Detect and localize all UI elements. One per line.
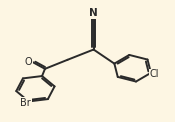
Text: O: O — [24, 57, 32, 67]
Text: Br: Br — [20, 98, 31, 108]
Text: Cl: Cl — [150, 69, 159, 79]
Text: N: N — [89, 8, 98, 18]
